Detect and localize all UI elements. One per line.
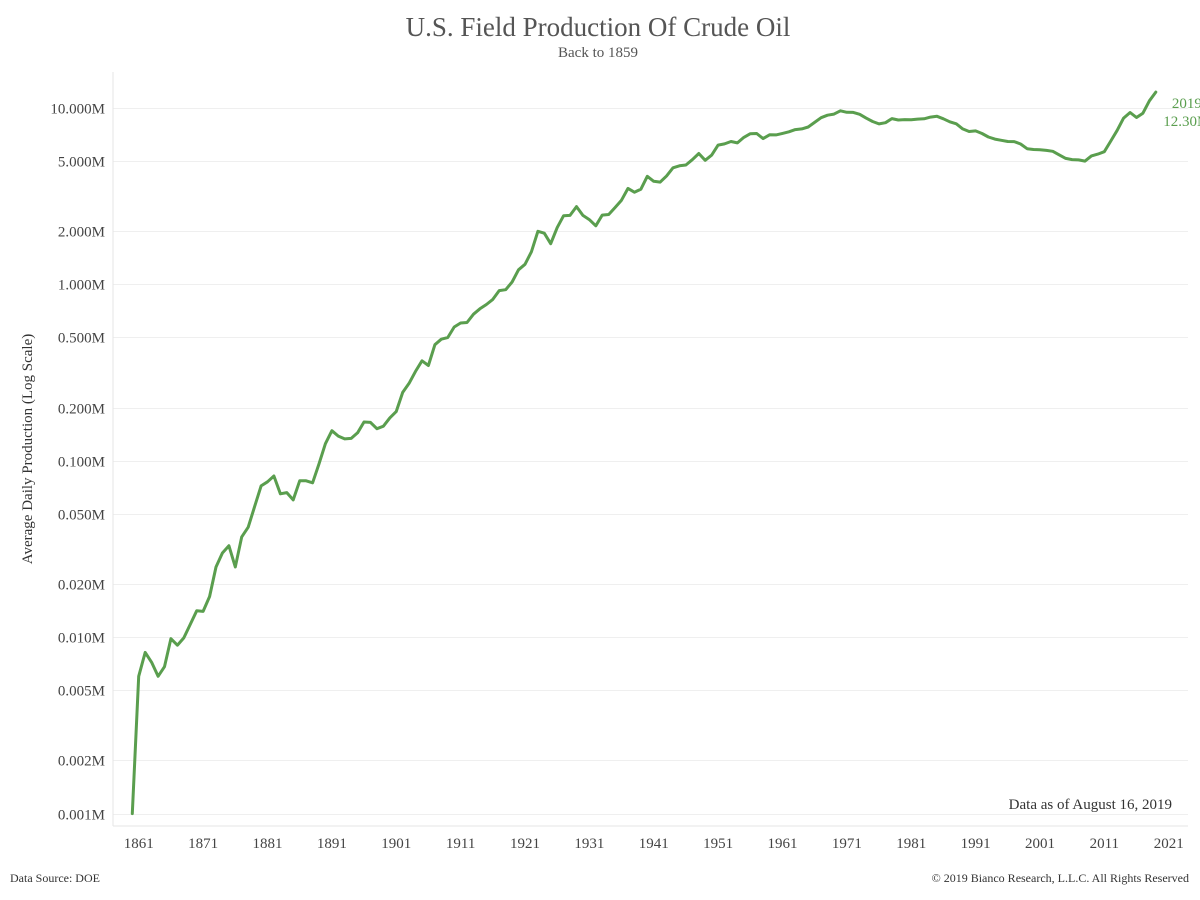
y-tick-label: 5.000M	[58, 155, 105, 171]
x-tick-label: 1961	[767, 836, 797, 852]
x-tick-label: 1911	[446, 836, 475, 852]
x-tick-label: 1881	[252, 836, 282, 852]
y-tick-label: 0.050M	[58, 508, 105, 524]
y-tick-label: 1.000M	[58, 278, 105, 294]
y-tick-label: 0.002M	[58, 754, 105, 770]
page-subtitle: Back to 1859	[558, 45, 638, 61]
x-tick-label: 2011	[1090, 836, 1119, 852]
x-tick-label: 1991	[961, 836, 991, 852]
x-tick-label: 1901	[381, 836, 411, 852]
x-tick-label: 1871	[188, 836, 218, 852]
y-tick-label: 0.020M	[58, 578, 105, 594]
y-tick-label: 0.200M	[58, 402, 105, 418]
x-tick-label: 2001	[1025, 836, 1055, 852]
annotation-layer: 2019 12.30M	[1163, 96, 1200, 130]
copyright-note: © 2019 Bianco Research, L.L.C. All Right…	[931, 871, 1189, 885]
endpoint-year-label: 2019	[1172, 96, 1200, 112]
y-tick-label: 0.100M	[58, 455, 105, 471]
production-series-line	[130, 90, 1158, 816]
x-tick-label: 1951	[703, 836, 733, 852]
y-tick-label: 0.010M	[58, 631, 105, 647]
x-tick-label: 1931	[574, 836, 604, 852]
x-tick-label: 2021	[1154, 836, 1184, 852]
x-tick-label: 1941	[639, 836, 669, 852]
y-axis-title: Average Daily Production (Log Scale)	[20, 334, 36, 564]
x-tick-label: 1981	[896, 836, 926, 852]
x-tick-label: 1971	[832, 836, 862, 852]
y-tick-label: 10.000M	[50, 102, 105, 118]
x-tick-label: 1861	[124, 836, 154, 852]
data-as-of-note: Data as of August 16, 2019	[1008, 797, 1172, 813]
y-tick-label: 2.000M	[58, 225, 105, 241]
y-tick-label: 0.500M	[58, 331, 105, 347]
grid-layer	[113, 108, 1188, 815]
axis-layer: 10.000M 5.000M 2.000M 1.000M 0.500M 0.200M 0.1…	[20, 72, 1188, 852]
x-tick-label: 1921	[510, 836, 540, 852]
line-layer	[130, 90, 1158, 816]
data-source-note: Data Source: DOE	[10, 871, 100, 885]
page-title: U.S. Field Production Of Crude Oil	[405, 12, 791, 42]
y-tick-label: 0.005M	[58, 684, 105, 700]
endpoint-value-label: 12.30M	[1163, 114, 1200, 130]
x-tick-label: 1891	[317, 836, 347, 852]
y-tick-label: 0.001M	[58, 808, 105, 824]
